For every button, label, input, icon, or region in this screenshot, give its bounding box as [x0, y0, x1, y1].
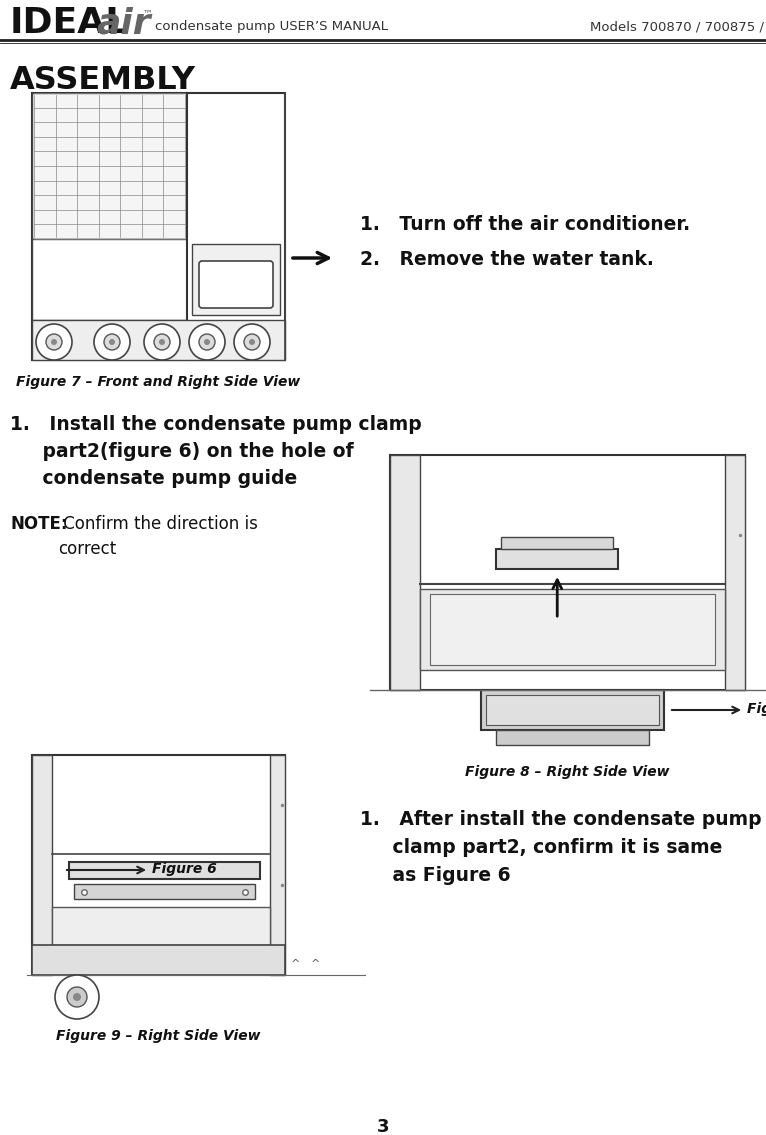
Bar: [32, 755, 285, 975]
Text: ^: ^: [310, 959, 319, 969]
Bar: [32, 945, 285, 975]
Circle shape: [104, 334, 120, 350]
Circle shape: [94, 323, 130, 360]
Bar: [32, 93, 187, 239]
Bar: [69, 861, 260, 878]
Bar: [32, 755, 52, 975]
Bar: [496, 730, 649, 745]
Circle shape: [189, 323, 225, 360]
Text: ^: ^: [290, 959, 300, 969]
Bar: [32, 93, 187, 360]
Text: ASSEMBLY: ASSEMBLY: [10, 65, 196, 96]
Text: Figure 9 – Right Side View: Figure 9 – Right Side View: [56, 1029, 260, 1043]
Text: Models 700870 / 700875 / 700877: Models 700870 / 700875 / 700877: [590, 20, 766, 33]
Bar: [725, 455, 745, 690]
Text: ™: ™: [143, 8, 152, 18]
Text: condensate pump USER’S MANUAL: condensate pump USER’S MANUAL: [155, 20, 388, 33]
Bar: [430, 594, 715, 665]
Text: 3: 3: [377, 1118, 389, 1135]
Circle shape: [51, 339, 57, 345]
Circle shape: [67, 987, 87, 1007]
Bar: [481, 690, 664, 730]
Circle shape: [159, 339, 165, 345]
Bar: [390, 455, 420, 690]
Bar: [192, 244, 280, 316]
Text: 1.   After install the condensate pump
     clamp part2, confirm it is same
    : 1. After install the condensate pump cla…: [360, 810, 761, 885]
Text: Figure 7 – Front and Right Side View: Figure 7 – Front and Right Side View: [16, 375, 300, 389]
Text: NOTE:: NOTE:: [10, 515, 67, 533]
Circle shape: [154, 334, 170, 350]
Circle shape: [55, 975, 99, 1019]
Bar: [32, 320, 285, 360]
Text: Figure 8 – Right Side View: Figure 8 – Right Side View: [465, 765, 669, 779]
FancyBboxPatch shape: [199, 261, 273, 308]
Text: 1.   Turn off the air conditioner.: 1. Turn off the air conditioner.: [360, 215, 690, 234]
Text: 1.   Install the condensate pump clamp
     part2(figure 6) on the hole of
     : 1. Install the condensate pump clamp par…: [10, 415, 422, 488]
Text: IDEAL: IDEAL: [10, 6, 129, 40]
Text: Figure 6: Figure 6: [747, 703, 766, 716]
Text: Figure 6: Figure 6: [152, 861, 217, 876]
Text: 2.   Remove the water tank.: 2. Remove the water tank.: [360, 250, 654, 269]
Bar: [187, 93, 285, 360]
Text: Confirm the direction is
correct: Confirm the direction is correct: [58, 515, 258, 558]
Circle shape: [204, 339, 210, 345]
Bar: [420, 589, 725, 670]
Bar: [496, 549, 618, 569]
Bar: [390, 455, 745, 690]
Text: air: air: [96, 6, 151, 40]
Circle shape: [199, 334, 215, 350]
Circle shape: [73, 993, 81, 1001]
Bar: [270, 755, 285, 975]
Circle shape: [234, 323, 270, 360]
Bar: [52, 907, 270, 945]
Circle shape: [244, 334, 260, 350]
Bar: [501, 537, 613, 549]
Bar: [74, 884, 255, 899]
Circle shape: [109, 339, 115, 345]
Circle shape: [144, 323, 180, 360]
Bar: [32, 239, 187, 320]
Circle shape: [249, 339, 255, 345]
Circle shape: [36, 323, 72, 360]
Circle shape: [46, 334, 62, 350]
Bar: [486, 695, 659, 725]
